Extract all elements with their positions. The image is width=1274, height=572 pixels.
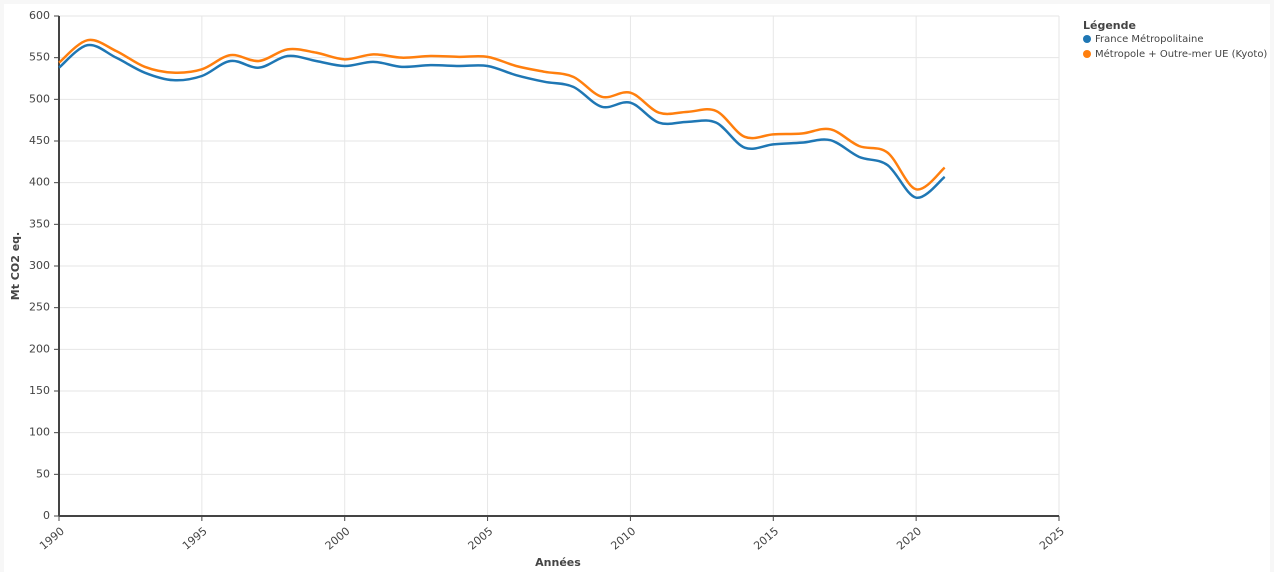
legend-title: Légende bbox=[1083, 19, 1136, 32]
y-tick-label: 0 bbox=[43, 509, 50, 522]
x-axis-label: Années bbox=[535, 556, 581, 569]
y-tick-label: 250 bbox=[29, 301, 50, 314]
y-axis-label: Mt CO2 eq. bbox=[9, 232, 22, 300]
y-tick-label: 400 bbox=[29, 176, 50, 189]
y-tick-label: 550 bbox=[29, 51, 50, 64]
legend-label: Métropole + Outre-mer UE (Kyoto) bbox=[1095, 48, 1267, 60]
legend-label: France Métropolitaine bbox=[1095, 33, 1203, 45]
y-tick-label: 300 bbox=[29, 259, 50, 272]
y-tick-label: 100 bbox=[29, 426, 50, 439]
legend-marker bbox=[1083, 35, 1091, 43]
legend-marker bbox=[1083, 50, 1091, 58]
y-tick-label: 500 bbox=[29, 92, 50, 105]
y-tick-label: 50 bbox=[36, 467, 50, 480]
y-tick-label: 350 bbox=[29, 217, 50, 230]
y-tick-label: 450 bbox=[29, 134, 50, 147]
series-line bbox=[58, 38, 946, 191]
y-tick-label: 150 bbox=[29, 384, 50, 397]
y-tick-label: 200 bbox=[29, 342, 50, 355]
series-line bbox=[58, 43, 946, 199]
y-tick-label: 600 bbox=[29, 9, 50, 22]
background bbox=[4, 4, 1270, 572]
